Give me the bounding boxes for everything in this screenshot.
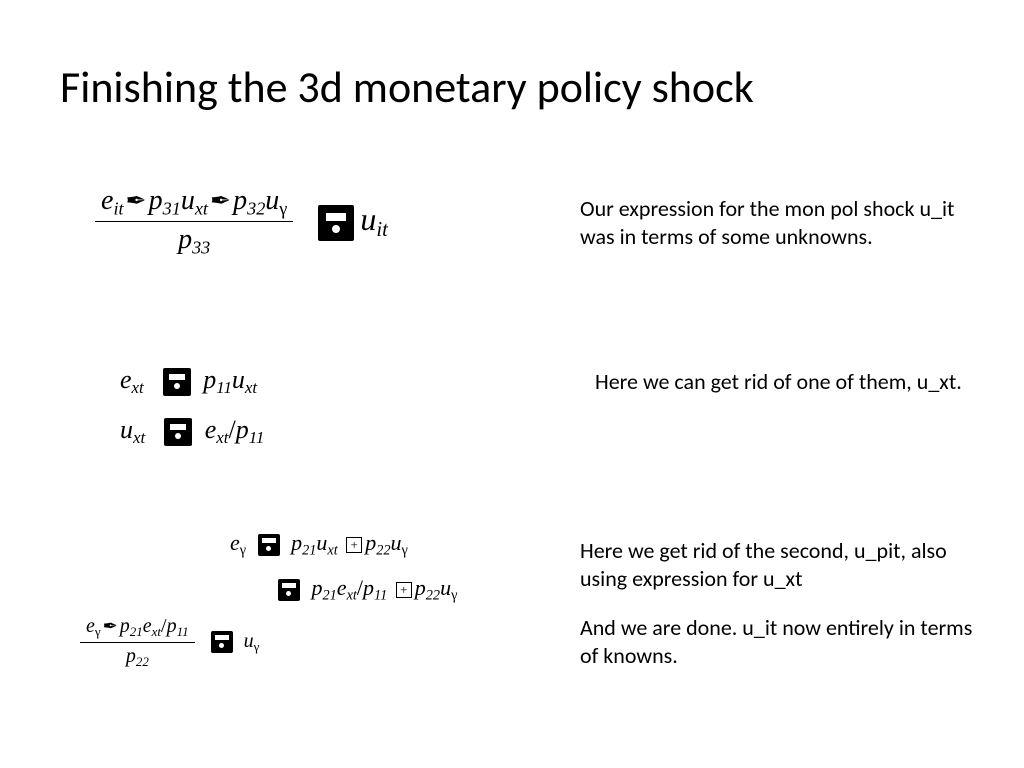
equation-1: eit✒p31uxt✒p32uγ p33 uit	[95, 185, 388, 259]
plus-icon: +	[396, 582, 412, 598]
equation-3b: p21ext/p11 +p22uγ	[272, 575, 457, 604]
explanation-3: Here we get rid of the second, u_pit, al…	[580, 537, 980, 669]
equation-3a: eγ p21uxt +p22uγ	[230, 530, 408, 559]
equation-2b: uxt ext/p11	[120, 415, 264, 448]
plus-icon: +	[346, 537, 362, 553]
equals-icon	[211, 631, 233, 653]
explanation-3b: And we are done. u_it now entirely in te…	[580, 614, 980, 669]
equals-icon	[258, 534, 280, 556]
explanation-1: Our expression for the mon pol shock u_i…	[580, 195, 960, 250]
equals-icon	[163, 368, 191, 396]
page-title: Finishing the 3d monetary policy shock	[60, 60, 984, 114]
equals-icon	[164, 418, 192, 446]
explanation-2: Here we can get rid of one of them, u_xt…	[595, 368, 975, 396]
equals-icon	[278, 579, 300, 601]
equation-2a: ext p11uxt	[120, 365, 257, 398]
explanation-3a: Here we get rid of the second, u_pit, al…	[580, 537, 980, 592]
equals-icon	[318, 205, 354, 241]
equation-3c: eγ✒p21ext/p11 p22 uγ	[80, 615, 259, 670]
